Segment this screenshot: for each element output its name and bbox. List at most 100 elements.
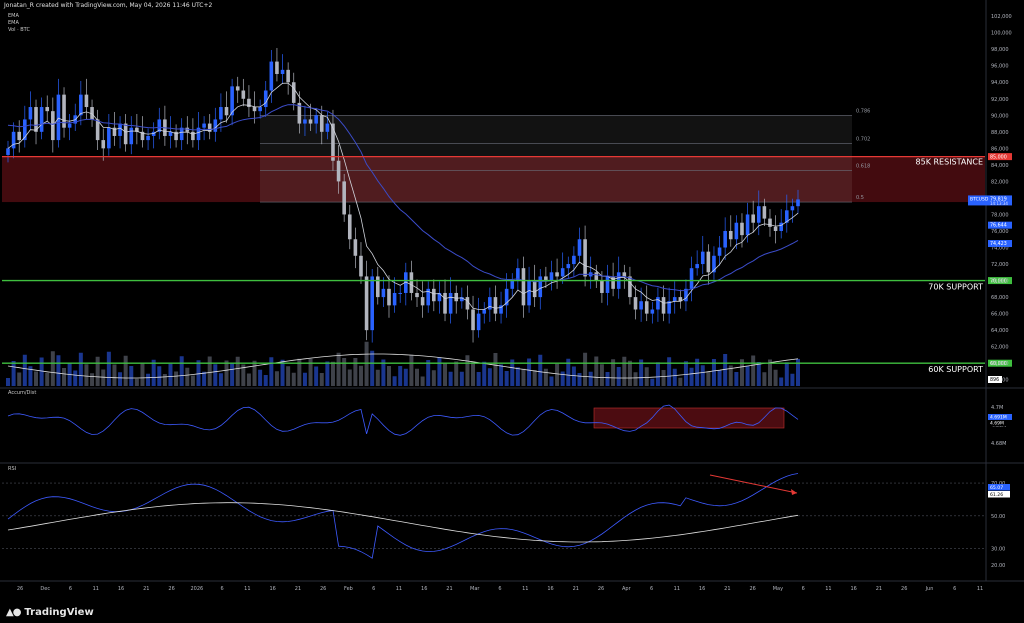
candle-body [263,90,268,108]
volume-bar [218,373,223,386]
legend-ema-fast[interactable]: EMA [8,13,19,19]
volume-bar [751,355,756,386]
accum-tick-label: 4.68M [991,441,1006,447]
candle-body [639,301,643,310]
candle-body [123,123,128,145]
time-tick-label: 6 [498,586,501,592]
volume-bar [157,366,162,386]
candle-body [644,301,649,314]
volume-bar [235,356,240,386]
volume-bar [739,359,744,386]
candle-body [756,206,761,223]
candle-body [734,222,739,240]
volume-bar [594,356,599,386]
candle-body [745,214,750,236]
volume-bars [6,341,800,386]
candle-body [336,160,341,182]
price-tag-value: 79,819 [990,196,1007,202]
volume-bar [555,363,560,386]
price-tag [968,195,1012,206]
volume-bar [672,368,677,386]
volume-bar [415,368,420,386]
volume-bar [95,356,100,386]
volume-bar [532,370,537,386]
candle-body [572,255,576,265]
candle-body [219,107,223,120]
volume-bar [56,355,61,386]
candle-body [600,280,604,293]
volume-bar [549,376,554,386]
volume-bar [717,370,722,386]
time-tick-label: 26 [901,586,907,592]
volume-bar [655,362,660,386]
candle-body [409,272,414,293]
candle-body [28,107,33,120]
price-tick-label: 100,000 [991,31,1012,37]
candle-body [656,297,660,310]
price-tick-label: 82,000 [991,179,1009,185]
fib-retracement-box [260,115,852,203]
candle-body [291,82,296,103]
candle-body [56,94,61,141]
candle-body [499,305,503,314]
candle-body [387,288,391,306]
volume-tag [988,376,1002,383]
fib-level-label: 0.618 [856,164,870,170]
volume-bar [386,366,391,386]
candle-body [146,135,150,141]
candle-body [314,115,318,124]
volume-bar [207,356,212,386]
legend-ema-slow[interactable]: EMA [8,20,19,26]
time-tick-label: 11 [825,586,831,592]
legend-volume[interactable]: Vol · BTC [8,27,30,33]
volume-bar [202,371,207,386]
volume-bar [471,361,476,386]
volume-bar [700,365,705,386]
time-tick-label: 26 [749,586,755,592]
time-tick-label: 6 [221,586,224,592]
candle-body [426,288,431,306]
candle-body [185,127,190,132]
volume-bar [465,355,470,386]
candle-body [779,222,783,231]
time-tick-label: Dec [40,586,50,592]
volume-bar [683,361,688,386]
volume-bar [90,373,95,386]
price-tick-label: 92,000 [991,97,1009,103]
tradingview-logo[interactable]: ▲● TradingView [6,607,94,618]
price-tick-label: 98,000 [991,47,1009,53]
time-tick-label: May [773,586,783,592]
legend-accum-dist[interactable]: Accum/Dist [8,390,37,396]
volume-bar [319,373,324,386]
candle-body [605,276,610,293]
volume-bar [168,363,173,386]
volume-bar [667,357,672,386]
rsi-line [7,473,799,559]
price-axis: 102,000 100,000 98,000 96,000 94,000 92,000 90… [968,14,1012,384]
volume-tag-value: 896 [990,377,999,383]
volume-bar [123,355,128,386]
volume-bar [106,351,111,386]
candle-body [510,280,515,289]
accum-dist-line [7,404,799,436]
volume-bar [258,369,263,386]
volume-bar [796,358,800,386]
candle-body [773,226,778,231]
volume-bar [398,366,403,386]
rsi-tick-label: 30.00 [991,547,1005,553]
fib-level-label: 0.702 [856,136,870,142]
candle-body [650,309,655,314]
volume-bar [28,366,33,386]
candle-body [213,119,218,132]
price-tick-label: 62,000 [991,345,1009,351]
volume-bar [431,370,436,386]
time-tick-label: 11 [93,586,99,592]
candle-body [717,247,722,256]
candle-body [168,131,173,136]
legend-rsi[interactable]: RSI [8,466,17,472]
volume-bar [454,361,459,386]
candle-body [79,94,83,116]
candle-body [544,276,548,281]
candle-body [308,119,313,124]
